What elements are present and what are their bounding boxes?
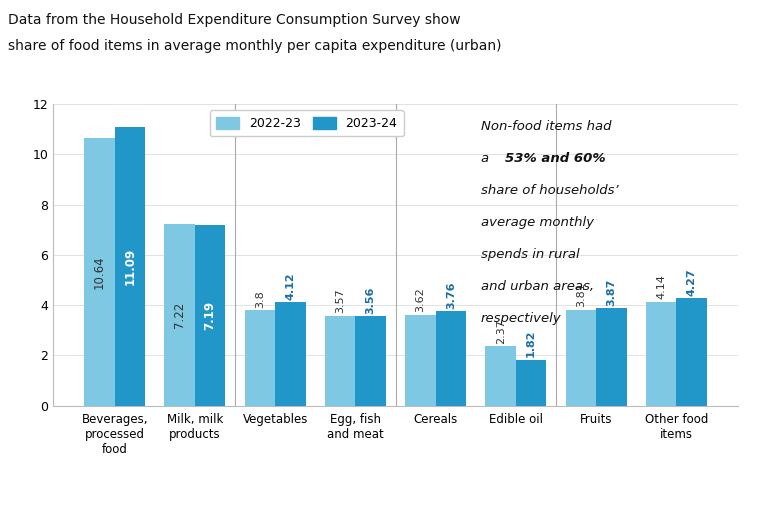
Text: a: a (481, 152, 493, 165)
Text: 3.57: 3.57 (335, 289, 345, 314)
Text: Data from the Household Expenditure Consumption Survey show: Data from the Household Expenditure Cons… (8, 13, 460, 27)
Text: 3.62: 3.62 (416, 288, 425, 312)
Text: 4.14: 4.14 (656, 274, 666, 299)
Text: Non-food items had: Non-food items had (481, 120, 611, 133)
Text: spends in rural: spends in rural (481, 248, 579, 261)
Bar (84, 138, 114, 406)
Text: average monthly: average monthly (481, 216, 593, 229)
Bar (355, 316, 386, 406)
Text: share of food items in average monthly per capita expenditure (urban): share of food items in average monthly p… (8, 39, 501, 53)
Text: 3.81: 3.81 (576, 282, 586, 307)
Bar (485, 346, 516, 406)
Bar (195, 225, 226, 406)
Bar (405, 315, 436, 406)
Text: and urban areas,: and urban areas, (481, 280, 593, 293)
Text: 7.22: 7.22 (173, 302, 186, 328)
Text: share of households’: share of households’ (481, 184, 618, 197)
Bar (164, 224, 195, 406)
Text: 7.19: 7.19 (204, 301, 217, 330)
Bar (325, 316, 355, 406)
Bar (597, 308, 627, 406)
Bar (114, 127, 145, 406)
Bar (516, 360, 547, 406)
Text: 4.12: 4.12 (285, 272, 295, 300)
Bar (275, 302, 306, 406)
Text: 53% and 60%: 53% and 60% (505, 152, 606, 165)
Text: 3.87: 3.87 (606, 278, 616, 306)
Text: 3.8: 3.8 (255, 290, 265, 308)
Text: 11.09: 11.09 (123, 248, 136, 285)
Bar (245, 310, 275, 406)
Text: 2.37: 2.37 (496, 319, 506, 344)
Bar (565, 310, 597, 406)
Bar (677, 298, 707, 406)
Text: respectively: respectively (481, 312, 562, 325)
Bar (436, 311, 466, 406)
Text: 3.56: 3.56 (366, 286, 375, 314)
Text: 10.64: 10.64 (93, 255, 106, 289)
Legend: 2022-23, 2023-24: 2022-23, 2023-24 (210, 110, 403, 136)
Bar (646, 302, 677, 406)
Text: 3.76: 3.76 (446, 281, 456, 308)
Text: 1.82: 1.82 (526, 330, 536, 357)
Text: 4.27: 4.27 (687, 268, 696, 296)
